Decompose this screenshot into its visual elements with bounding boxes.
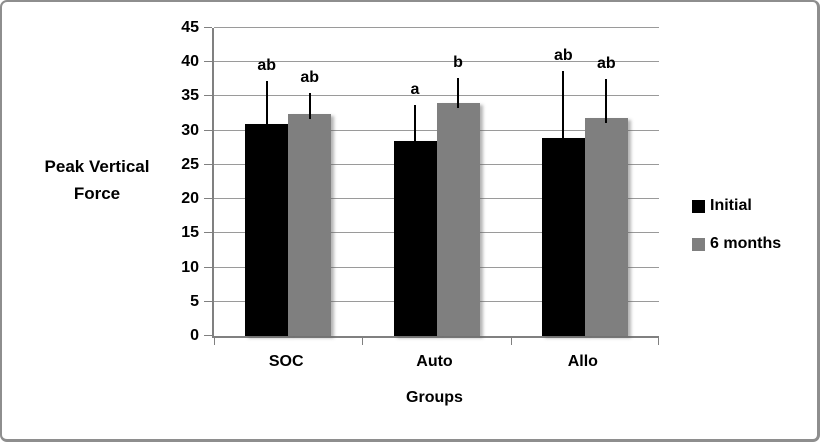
y-tick-mark [204,95,212,97]
bar-initial-allo [541,137,585,336]
error-bar-6-months-allo [605,79,608,124]
gridline [214,95,659,97]
sig-label-initial-auto: a [410,81,420,99]
sig-label-6-months-auto: b [453,53,463,71]
y-tick-label: 35 [181,87,199,105]
sig-label-initial-allo: ab [553,47,573,65]
bar-6-months-allo [584,118,628,336]
y-tick-label: 10 [181,258,199,276]
x-tick-mark [362,338,364,345]
category-label-soc: SOC [268,353,304,370]
x-axis-title: Groups [406,389,463,406]
y-tick-mark [204,266,212,268]
bar-6-months-soc [288,113,332,336]
legend-swatch-initial [692,199,705,213]
error-bar-initial-auto [414,105,416,146]
y-tick-mark [204,61,212,63]
y-tick-mark [204,163,212,165]
y-tick-mark [204,300,212,302]
y-tick-label: 40 [181,53,199,71]
y-axis-title-line1: Peak Vertical [44,157,150,176]
y-tick-label: 20 [181,190,199,208]
error-bar-6-months-soc [308,93,311,119]
y-tick-label: 45 [181,19,199,36]
sig-label-initial-soc: ab [257,56,276,74]
error-bar-initial-soc [265,80,268,129]
x-tick-mark [658,338,659,345]
x-tick-mark [214,338,215,345]
x-axis-category-labels: SOC Auto Allo [212,352,657,372]
sig-label-6-months-soc: ab [300,69,319,87]
gridline [214,61,659,63]
y-tick-mark [204,198,212,200]
legend-label-initial: Initial [710,197,752,214]
y-tick-label: 15 [181,224,199,242]
legend-swatch-6-months [692,237,705,251]
y-tick-label: 0 [190,327,199,344]
y-axis-title-line2: Force [73,184,121,203]
error-bar-initial-allo [562,71,565,143]
legend: Initial 6 months [692,196,781,272]
y-tick-mark [204,27,212,28]
category-label-auto: Auto [416,353,453,370]
bar-initial-soc [245,123,289,336]
y-tick-mark [204,129,212,131]
y-tick-label: 30 [181,121,199,139]
legend-label-6-months: 6 months [710,235,782,252]
legend-item-initial: Initial [692,196,781,216]
bar-initial-auto [393,140,437,336]
error-bar-6-months-auto [457,77,459,109]
plot-area: ab ab a b ab ab [204,27,659,345]
x-tick-mark [510,338,512,345]
category-label-allo: Allo [567,353,598,370]
bar-6-months-auto [436,103,480,336]
sig-label-6-months-allo: ab [596,55,616,73]
gridline [214,27,659,28]
y-tick-label: 25 [181,155,199,173]
legend-item-6-months: 6 months [692,234,781,254]
y-axis-title: Peak Vertical Force [17,153,177,207]
y-tick-mark [204,232,212,234]
y-tick-label: 5 [190,292,199,310]
y-tick-mark [204,335,212,336]
